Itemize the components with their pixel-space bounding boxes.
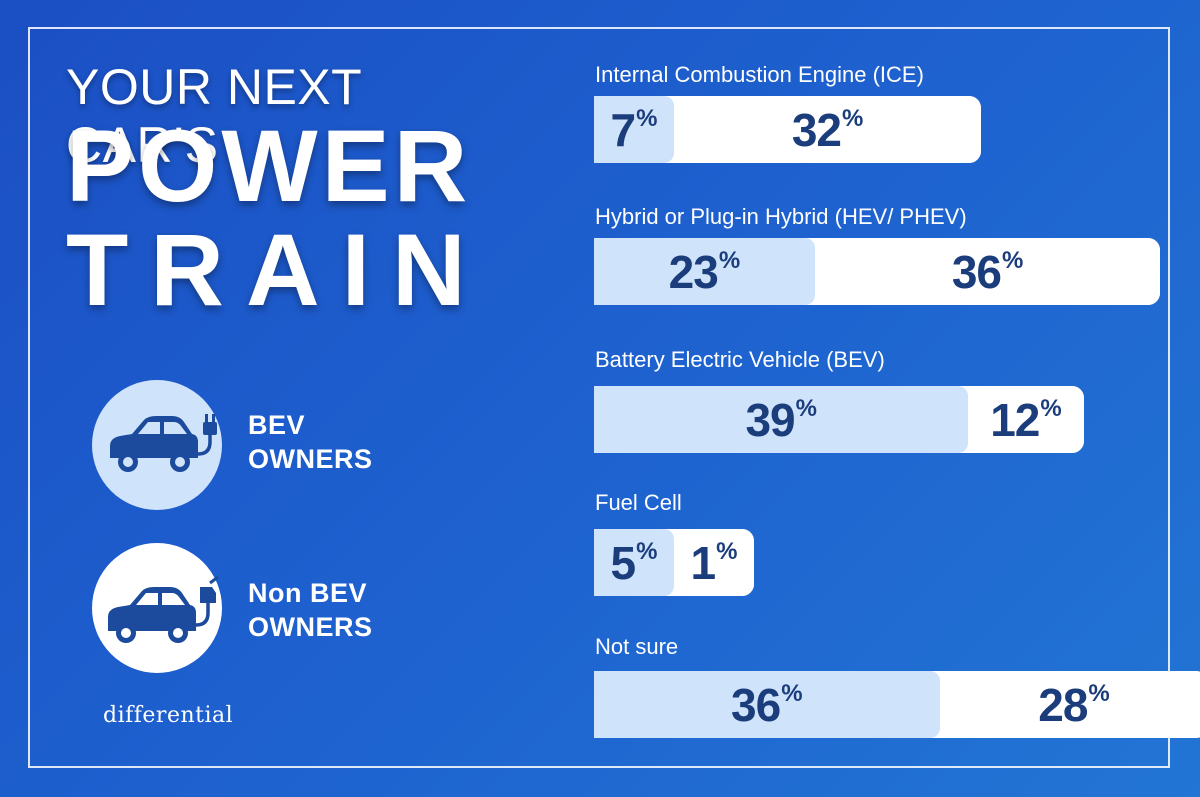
bar-row: 39% 12% [594,386,1084,453]
bar-segment-non-bev: 36% [814,238,1161,305]
title-line-3: TRAIN [66,213,488,327]
bar-segment-non-bev: 1% [674,529,754,596]
category-label: Battery Electric Vehicle (BEV) [595,347,885,372]
electric-car-plug-icon [92,380,222,510]
data-label: 1% [691,536,738,590]
brand-logo: differential [103,703,234,728]
category-label: Internal Combustion Engine (ICE) [595,62,924,87]
legend-bev-line2: OWNERS [248,444,373,474]
data-label-unit: % [636,537,658,565]
data-label-unit: % [718,246,741,274]
car-fuel-pump-icon [92,543,222,673]
bar-segment-bev: 7% [594,96,674,163]
data-label-unit: % [1040,394,1062,422]
legend-non-bev-line2: OWNERS [248,612,373,642]
data-label-value: 39 [745,393,795,446]
bar-segment-bev: 5% [594,529,674,596]
data-label-unit: % [1088,679,1110,707]
data-label-value: 36 [951,245,1002,298]
data-label: 36% [952,245,1024,299]
legend-bev-owners: BEV OWNERS [248,408,373,476]
data-label-value: 12 [990,393,1040,446]
data-label: 7% [611,103,658,157]
title-line-2: POWER [66,109,472,223]
data-label-unit: % [842,104,864,132]
bar-row: 7% 32% [594,96,982,163]
data-label-value: 5 [610,536,637,589]
legend-non-bev-line1: Non BEV [248,578,368,608]
bar-segment-bev: 39% [594,386,969,453]
frame-border [28,27,1170,768]
data-label: 12% [990,393,1062,447]
data-label: 28% [1038,678,1110,732]
data-label-value: 36 [731,678,781,731]
bar-row: 23% 36% [594,238,1161,305]
bar-row: 36% 28% [594,671,1200,738]
data-label-unit: % [795,394,817,422]
data-label-value: 1 [690,536,717,589]
bar-segment-non-bev: 12% [968,386,1084,453]
data-label: 39% [745,393,817,447]
data-label-unit: % [781,679,803,707]
title-line-1: YOUR NEXT CAR’S [66,59,362,173]
data-label-unit: % [1002,246,1024,274]
category-label: Not sure [595,634,679,659]
bar-segment-non-bev: 32% [674,96,982,163]
category-label: Fuel Cell [595,490,682,515]
category-label: Hybrid or Plug-in Hybrid (HEV/ PHEV) [595,204,967,229]
data-label-unit: % [636,104,658,132]
legend-non-bev-owners: Non BEV OWNERS [248,576,373,644]
data-label: 36% [731,678,803,732]
bar-segment-bev: 23% [594,238,815,305]
data-label-value: 23 [668,245,719,298]
legend-bev-line1: BEV [248,410,306,440]
bar-row: 5% 1% [594,529,754,596]
bar-segment-non-bev: 28% [939,671,1200,738]
data-label-unit: % [716,537,738,565]
data-label: 23% [669,245,741,299]
data-label-value: 7 [610,103,637,156]
data-label-value: 32 [791,103,842,156]
data-label: 5% [611,536,658,590]
bar-segment-bev: 36% [594,671,940,738]
data-label-value: 28 [1038,678,1088,731]
data-label: 32% [792,103,864,157]
